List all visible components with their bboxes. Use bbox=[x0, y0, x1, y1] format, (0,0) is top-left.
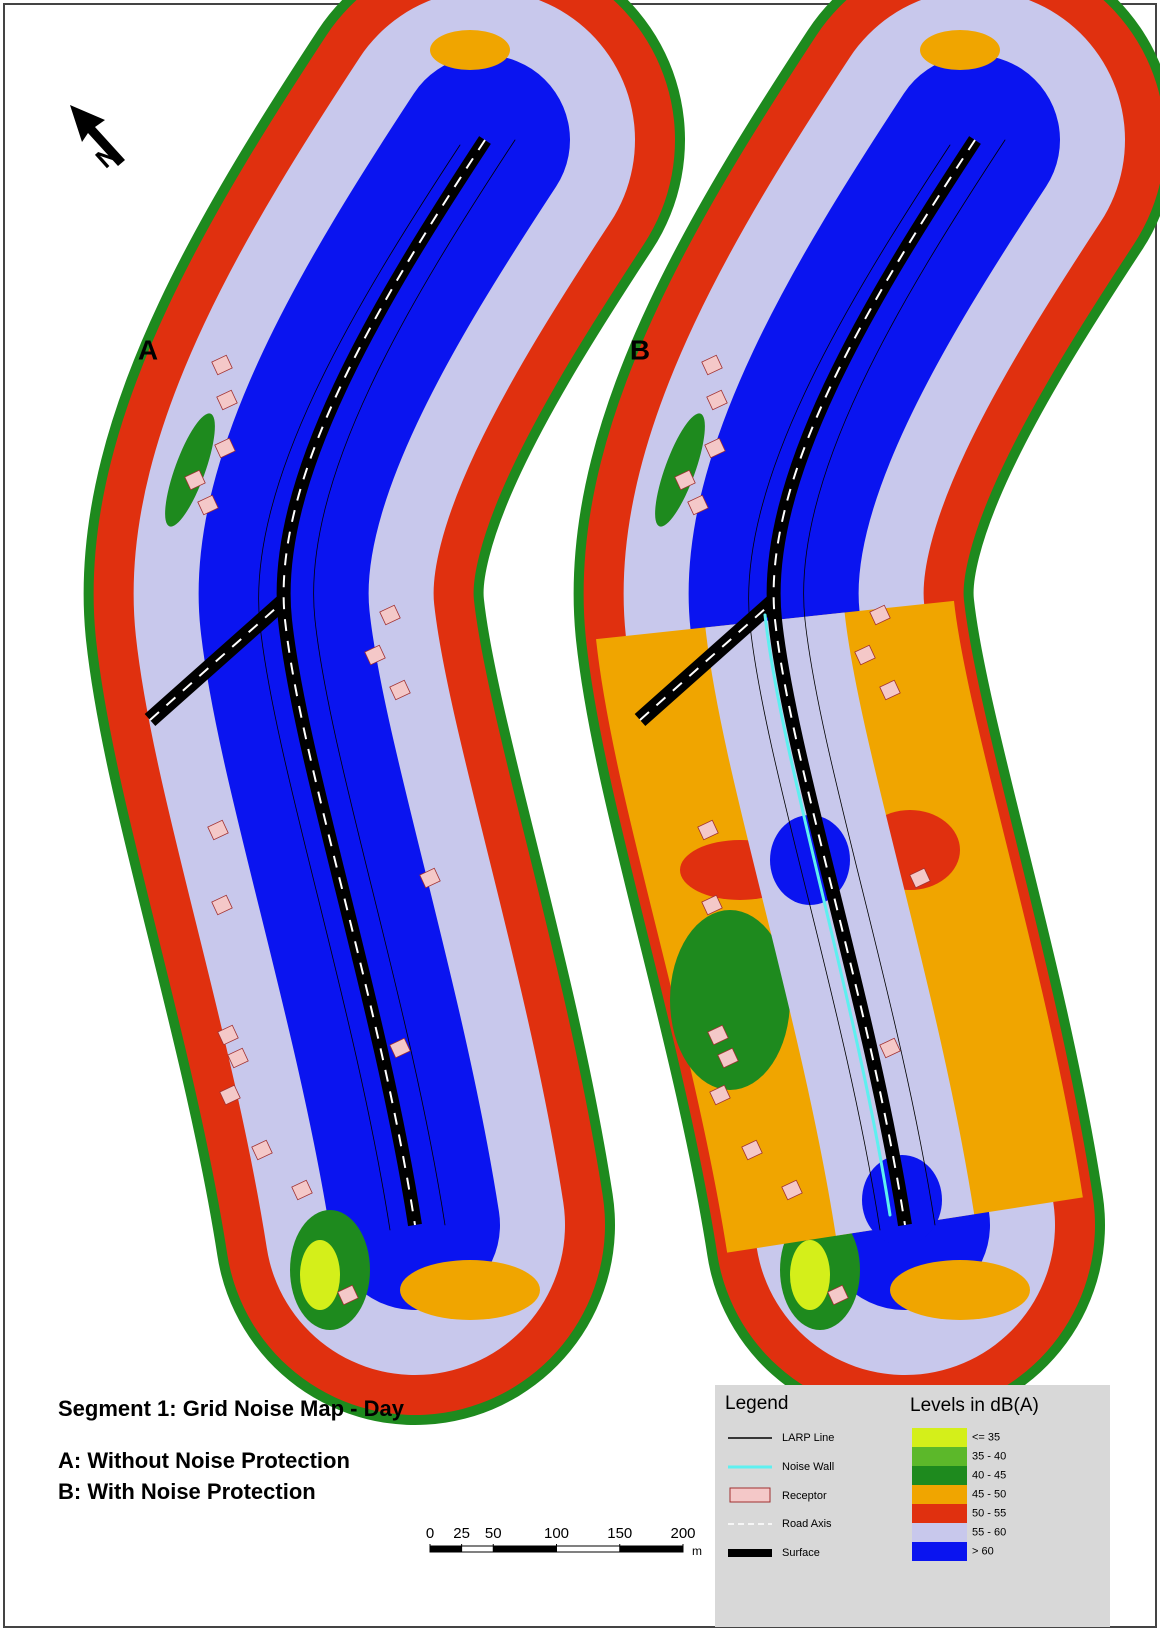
legend-title: Legend bbox=[725, 1393, 788, 1414]
level-label: 45 - 50 bbox=[972, 1488, 1006, 1500]
panel-label: A bbox=[138, 334, 158, 365]
level-swatch bbox=[912, 1542, 967, 1561]
panel-caption: A: Without Noise Protection bbox=[58, 1448, 350, 1473]
legend-item: Road Axis bbox=[782, 1518, 832, 1530]
contour-patch bbox=[790, 1240, 830, 1310]
legend-item: Noise Wall bbox=[782, 1461, 834, 1473]
level-label: 35 - 40 bbox=[972, 1450, 1006, 1462]
legend-item: LARP Line bbox=[782, 1432, 834, 1444]
noise-map: N A B Segment 1: Grid Noise Map - Day A:… bbox=[0, 0, 1160, 1631]
panel-label: B bbox=[630, 334, 650, 365]
level-label: 40 - 45 bbox=[972, 1469, 1006, 1481]
scale-tick-label: 200 bbox=[670, 1525, 695, 1542]
level-label: 55 - 60 bbox=[972, 1526, 1006, 1538]
scale-segment bbox=[430, 1546, 462, 1552]
level-label: <= 35 bbox=[972, 1431, 1000, 1443]
legend-item: Receptor bbox=[782, 1490, 827, 1502]
scale-tick-label: 0 bbox=[426, 1525, 434, 1542]
map-panel bbox=[640, 30, 1030, 1330]
contour-patch bbox=[300, 1240, 340, 1310]
scale-tick-label: 50 bbox=[485, 1525, 502, 1542]
level-label: > 60 bbox=[972, 1545, 994, 1557]
level-swatch bbox=[912, 1466, 967, 1485]
contour-patch bbox=[890, 1260, 1030, 1320]
levels-title: Levels in dB(A) bbox=[910, 1395, 1039, 1416]
level-swatch bbox=[912, 1485, 967, 1504]
contour-patch bbox=[920, 30, 1000, 70]
scale-segment bbox=[493, 1546, 556, 1552]
contour-patch bbox=[430, 30, 510, 70]
scale-tick-label: 150 bbox=[607, 1525, 632, 1542]
level-swatch bbox=[912, 1504, 967, 1523]
map-layers bbox=[150, 30, 1030, 1330]
page: N A B Segment 1: Grid Noise Map - Day A:… bbox=[0, 0, 1160, 1631]
scale-segment bbox=[620, 1546, 683, 1552]
legend-item: Surface bbox=[782, 1547, 820, 1559]
level-label: 50 - 55 bbox=[972, 1507, 1006, 1519]
map-panel bbox=[150, 30, 540, 1330]
scale-unit: m bbox=[692, 1544, 702, 1558]
map-title: Segment 1: Grid Noise Map - Day bbox=[58, 1396, 405, 1421]
contour-patch bbox=[400, 1260, 540, 1320]
level-swatch bbox=[912, 1447, 967, 1466]
panel-caption: B: With Noise Protection bbox=[58, 1479, 316, 1504]
level-swatch bbox=[912, 1523, 967, 1542]
level-swatch bbox=[912, 1428, 967, 1447]
scale-tick-label: 25 bbox=[453, 1525, 470, 1542]
scale-tick-label: 100 bbox=[544, 1525, 569, 1542]
